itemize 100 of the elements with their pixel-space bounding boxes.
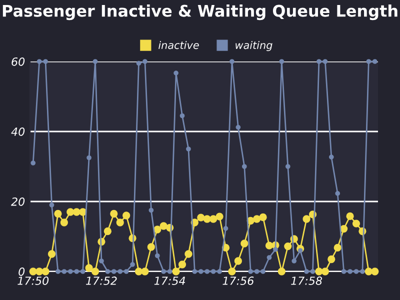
point xyxy=(328,154,334,160)
point xyxy=(217,269,222,274)
point xyxy=(80,269,86,274)
point xyxy=(204,269,210,274)
point xyxy=(248,269,254,274)
point xyxy=(56,269,60,274)
point xyxy=(72,208,80,216)
point xyxy=(160,222,168,230)
y-tick-label: 20 xyxy=(11,197,25,206)
point xyxy=(154,226,162,234)
point xyxy=(266,255,272,260)
point xyxy=(172,268,180,276)
point xyxy=(364,268,372,276)
point xyxy=(371,268,379,276)
y-tick-label: 60 xyxy=(12,57,25,66)
point xyxy=(203,215,211,223)
point xyxy=(29,268,37,276)
point xyxy=(167,269,172,274)
point xyxy=(141,268,149,276)
point xyxy=(111,269,116,274)
point xyxy=(340,224,348,233)
x-tick-label: 17:52 xyxy=(86,276,117,285)
point xyxy=(198,269,204,274)
x-tick-label: 17:50 xyxy=(18,276,49,285)
point xyxy=(74,269,80,274)
point xyxy=(62,269,67,274)
point xyxy=(236,124,241,130)
point xyxy=(68,269,73,274)
point xyxy=(178,260,186,268)
point xyxy=(130,262,135,267)
point xyxy=(223,226,228,231)
point xyxy=(298,248,303,253)
point xyxy=(184,250,192,258)
point xyxy=(99,258,104,264)
point xyxy=(285,164,290,169)
point xyxy=(192,269,198,274)
point xyxy=(60,218,68,226)
point xyxy=(372,59,378,64)
point xyxy=(279,59,284,64)
point xyxy=(366,59,372,64)
point xyxy=(322,59,328,64)
point xyxy=(278,268,286,276)
point xyxy=(122,212,130,220)
point xyxy=(273,247,278,252)
point xyxy=(316,59,322,64)
point xyxy=(334,244,342,252)
point xyxy=(259,213,267,222)
point xyxy=(284,242,292,250)
point xyxy=(142,59,148,64)
point xyxy=(260,269,266,274)
point xyxy=(161,269,166,274)
point xyxy=(147,243,155,251)
point xyxy=(341,269,346,274)
point xyxy=(92,59,98,64)
point xyxy=(105,269,110,274)
point xyxy=(254,269,260,274)
point xyxy=(186,146,191,152)
chart-title: Passenger Inactive & Waiting Queue Length xyxy=(2,4,398,20)
point xyxy=(253,215,261,223)
point xyxy=(48,250,56,258)
point xyxy=(104,227,112,236)
point xyxy=(310,269,316,274)
point xyxy=(49,202,54,208)
point xyxy=(265,242,274,250)
point xyxy=(180,113,185,118)
point xyxy=(30,160,36,166)
point xyxy=(148,208,154,213)
point xyxy=(134,268,143,276)
point xyxy=(304,269,309,274)
point xyxy=(136,60,142,66)
point xyxy=(234,257,242,265)
point xyxy=(36,59,42,64)
point xyxy=(352,220,360,228)
point xyxy=(354,269,359,274)
point xyxy=(216,212,224,220)
x-tick-label: 17:56 xyxy=(222,276,254,285)
point xyxy=(302,215,310,223)
point xyxy=(54,210,62,218)
x-tick-label: 17:58 xyxy=(291,276,322,285)
point xyxy=(124,269,129,274)
point xyxy=(79,208,87,216)
point xyxy=(154,253,160,258)
point xyxy=(335,191,340,196)
point xyxy=(240,240,248,248)
point xyxy=(43,59,48,64)
point xyxy=(110,210,118,218)
point xyxy=(42,268,50,276)
y-tick-label: 40 xyxy=(11,127,25,136)
point xyxy=(242,164,247,169)
point xyxy=(85,264,93,272)
point xyxy=(118,269,123,274)
point xyxy=(210,269,216,274)
point xyxy=(321,268,329,276)
point xyxy=(328,255,336,264)
y-tick-label: 0 xyxy=(18,267,25,276)
point xyxy=(228,268,236,276)
point xyxy=(36,268,44,276)
point xyxy=(174,70,178,76)
point xyxy=(86,155,92,160)
point xyxy=(210,215,218,223)
